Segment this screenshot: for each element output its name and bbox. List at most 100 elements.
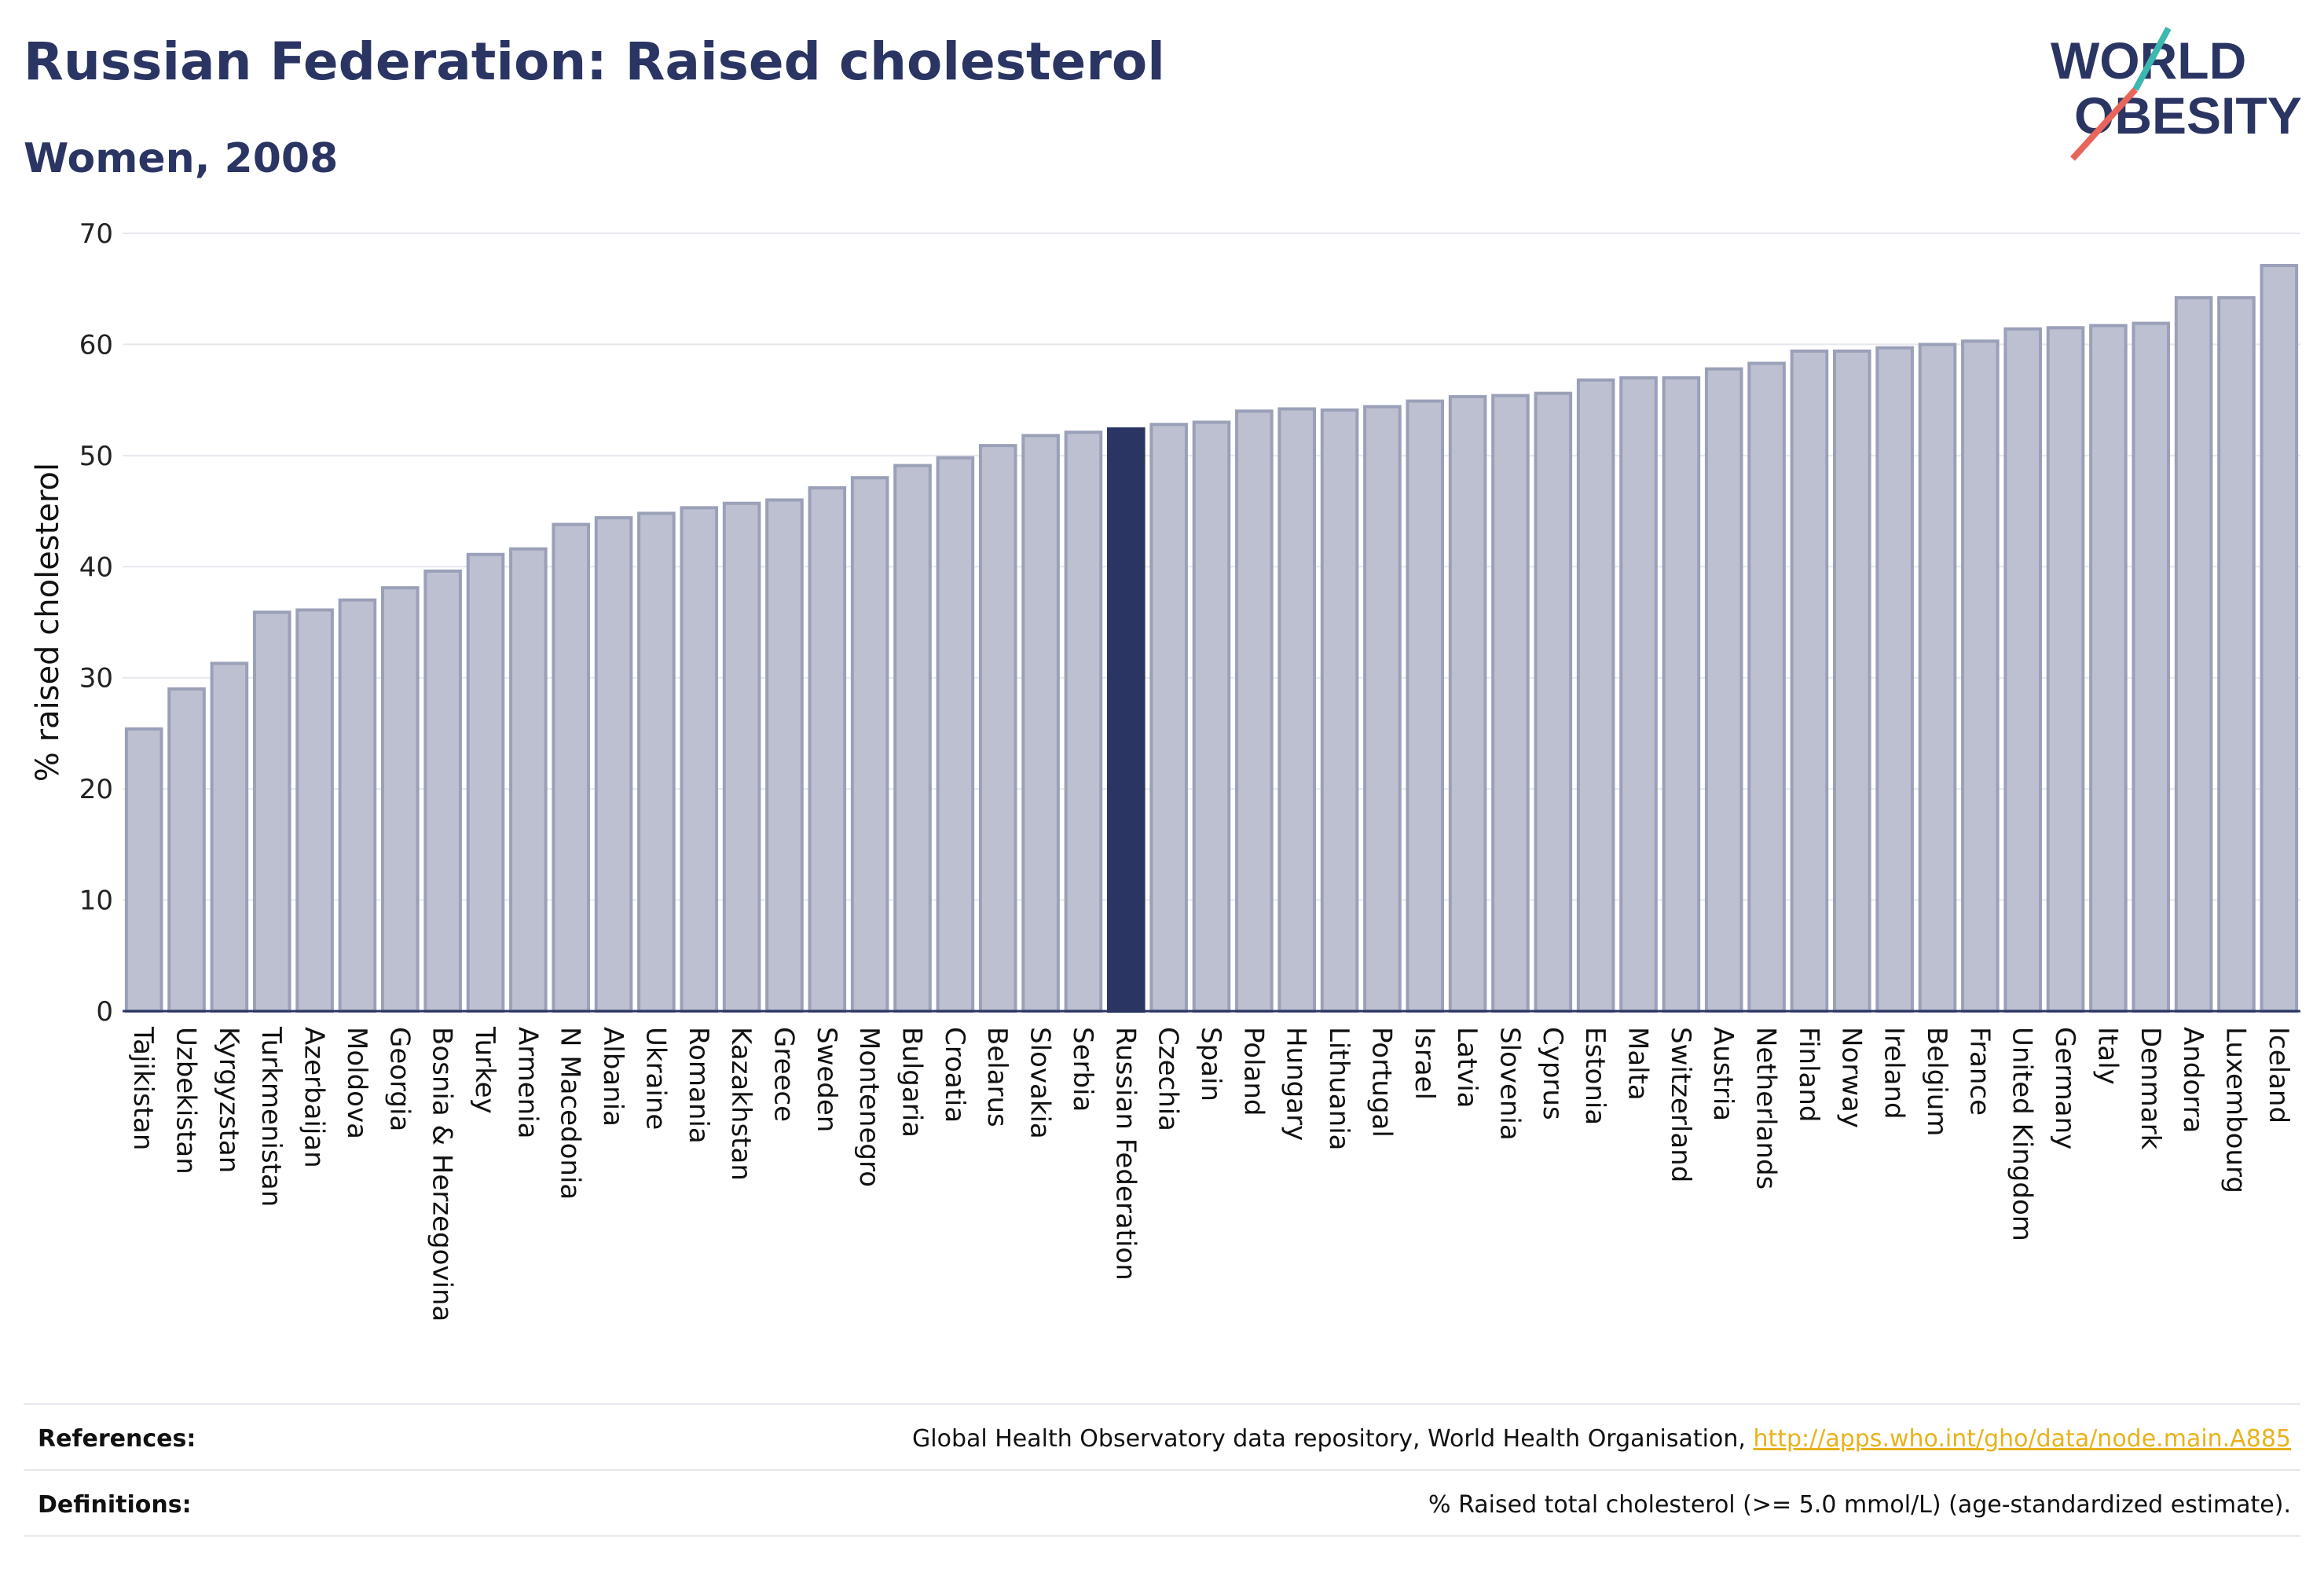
bar-lithuania[interactable] — [1320, 408, 1359, 1013]
bar-estonia[interactable] — [1576, 378, 1615, 1013]
bar-sweden[interactable] — [808, 486, 847, 1013]
x-tick-labels: Tajikistan Uzbekistan Kyrgyzstan Turkmenist… — [127, 1026, 2294, 1321]
bar-denmark[interactable] — [2132, 321, 2171, 1013]
bar-iceland[interactable] — [2260, 264, 2299, 1013]
x-tick-label: Tajikistan — [127, 1026, 159, 1150]
x-tick-label: Moldova — [341, 1027, 372, 1139]
x-tick-label: Germany — [2049, 1027, 2080, 1149]
y-tick-labels: 0 10 20 30 40 50 60 70 — [79, 218, 113, 1028]
x-tick-label: Albania — [597, 1027, 629, 1127]
bar-andorra[interactable] — [2174, 296, 2213, 1013]
references-link[interactable]: http://apps.who.int/gho/data/node.main.A… — [1753, 1425, 2291, 1453]
bar-armenia[interactable] — [509, 547, 548, 1013]
bar-moldova[interactable] — [338, 598, 377, 1013]
x-tick-label: Malta — [1622, 1027, 1654, 1101]
x-tick-label: Greece — [768, 1027, 799, 1122]
chart-title: Russian Federation: Raised cholesterol — [24, 31, 1165, 92]
bar-slovenia[interactable] — [1491, 394, 1530, 1013]
x-tick-label: Ireland — [1879, 1027, 1910, 1120]
x-tick-label: Ukraine — [640, 1027, 671, 1130]
bar-bosnia-herzegovina[interactable] — [423, 569, 462, 1013]
bar-latvia[interactable] — [1448, 394, 1487, 1013]
y-tick-label: 20 — [79, 774, 113, 805]
x-tick-label: Kyrgyzstan — [213, 1027, 244, 1173]
bar-france[interactable] — [1961, 339, 2000, 1013]
x-tick-label: Finland — [1793, 1027, 1824, 1123]
bar-luxembourg[interactable] — [2217, 296, 2256, 1013]
bar-kazakhstan[interactable] — [722, 501, 761, 1013]
references-text: Global Health Observatory data repositor… — [912, 1425, 2291, 1453]
definitions-text: % Raised total cholesterol (>= 5.0 mmol/… — [1428, 1491, 2291, 1519]
bar-albania[interactable] — [594, 516, 633, 1013]
bar-croatia[interactable] — [936, 456, 975, 1013]
bar-germany[interactable] — [2046, 326, 2085, 1013]
x-tick-label: Sweden — [811, 1027, 842, 1132]
x-tick-label: Uzbekistan — [170, 1027, 202, 1175]
bar-israel[interactable] — [1406, 399, 1445, 1013]
bars — [124, 264, 2299, 1013]
chart-subtitle: Women, 2008 — [24, 135, 339, 182]
bar-serbia[interactable] — [1064, 431, 1103, 1013]
logo-accent-red — [2070, 87, 2138, 161]
x-tick-label: Latvia — [1451, 1027, 1483, 1109]
bar-belgium[interactable] — [1918, 343, 1957, 1013]
y-tick-label: 60 — [79, 329, 113, 361]
x-tick-label: Serbia — [1067, 1027, 1098, 1112]
bar-cyprus[interactable] — [1534, 391, 1573, 1013]
bar-portugal[interactable] — [1363, 405, 1402, 1013]
x-tick-label: France — [1963, 1027, 1995, 1116]
bar-united-kingdom[interactable] — [2003, 327, 2042, 1013]
x-tick-label: Bosnia & Herzegovina — [427, 1027, 458, 1321]
bar-italy[interactable] — [2089, 324, 2128, 1013]
bar-ukraine[interactable] — [637, 511, 676, 1013]
bar-russian-federation[interactable] — [1107, 427, 1146, 1013]
bar-chart: 0 10 20 30 40 50 60 70 Tajikistan Uzbekistan Kyrg… — [30, 218, 2300, 1321]
definitions-row: Definitions: % Raised total cholesterol … — [24, 1469, 2300, 1537]
references-label: References: — [38, 1425, 196, 1453]
y-tick-label: 0 — [96, 996, 113, 1028]
x-tick-label: Iceland — [2263, 1027, 2294, 1123]
x-tick-label: Spain — [1195, 1027, 1226, 1101]
bar-spain[interactable] — [1192, 420, 1231, 1013]
bar-montenegro[interactable] — [850, 476, 889, 1013]
bar-ireland[interactable] — [1875, 346, 1914, 1013]
bar-romania[interactable] — [680, 506, 719, 1013]
bar-slovakia[interactable] — [1021, 434, 1060, 1013]
x-tick-label: Poland — [1237, 1027, 1269, 1116]
bar-hungary[interactable] — [1277, 407, 1316, 1013]
bar-poland[interactable] — [1235, 409, 1274, 1013]
x-tick-label: Czechia — [1153, 1027, 1184, 1131]
x-tick-label: Georgia — [383, 1027, 415, 1131]
bar-azerbaijan[interactable] — [295, 608, 334, 1013]
bar-belarus[interactable] — [978, 444, 1017, 1013]
bar-turkmenistan[interactable] — [252, 610, 291, 1013]
x-tick-label: Azerbaijan — [299, 1027, 330, 1168]
x-tick-label: Norway — [1835, 1027, 1867, 1128]
y-axis-label: % raised cholesterol — [30, 463, 66, 782]
x-tick-label: Israel — [1409, 1027, 1440, 1100]
bar-turkey[interactable] — [466, 552, 505, 1013]
y-tick-label: 40 — [79, 552, 113, 583]
bar-n-macedonia[interactable] — [552, 522, 590, 1013]
bar-tajikistan[interactable] — [124, 727, 163, 1013]
x-tick-label: Luxembourg — [2220, 1027, 2251, 1193]
x-tick-label: Switzerland — [1665, 1027, 1696, 1182]
bar-bulgaria[interactable] — [893, 464, 932, 1013]
x-tick-label: Netherlands — [1750, 1027, 1782, 1189]
bar-georgia[interactable] — [381, 586, 420, 1013]
definitions-label: Definitions: — [38, 1491, 192, 1519]
bar-finland[interactable] — [1790, 349, 1829, 1013]
x-tick-label: Turkey — [469, 1026, 500, 1114]
bar-netherlands[interactable] — [1747, 361, 1786, 1013]
bar-austria[interactable] — [1704, 367, 1743, 1013]
x-tick-label: Romania — [683, 1027, 714, 1144]
x-tick-label: Armenia — [511, 1027, 543, 1139]
bar-kyrgyzstan[interactable] — [210, 662, 249, 1013]
y-tick-label: 50 — [79, 441, 113, 472]
bar-norway[interactable] — [1833, 349, 1871, 1013]
bar-greece[interactable] — [765, 498, 804, 1013]
bar-czechia[interactable] — [1149, 423, 1188, 1013]
bar-malta[interactable] — [1619, 376, 1658, 1013]
bar-uzbekistan[interactable] — [167, 687, 206, 1013]
bar-switzerland[interactable] — [1662, 376, 1701, 1013]
